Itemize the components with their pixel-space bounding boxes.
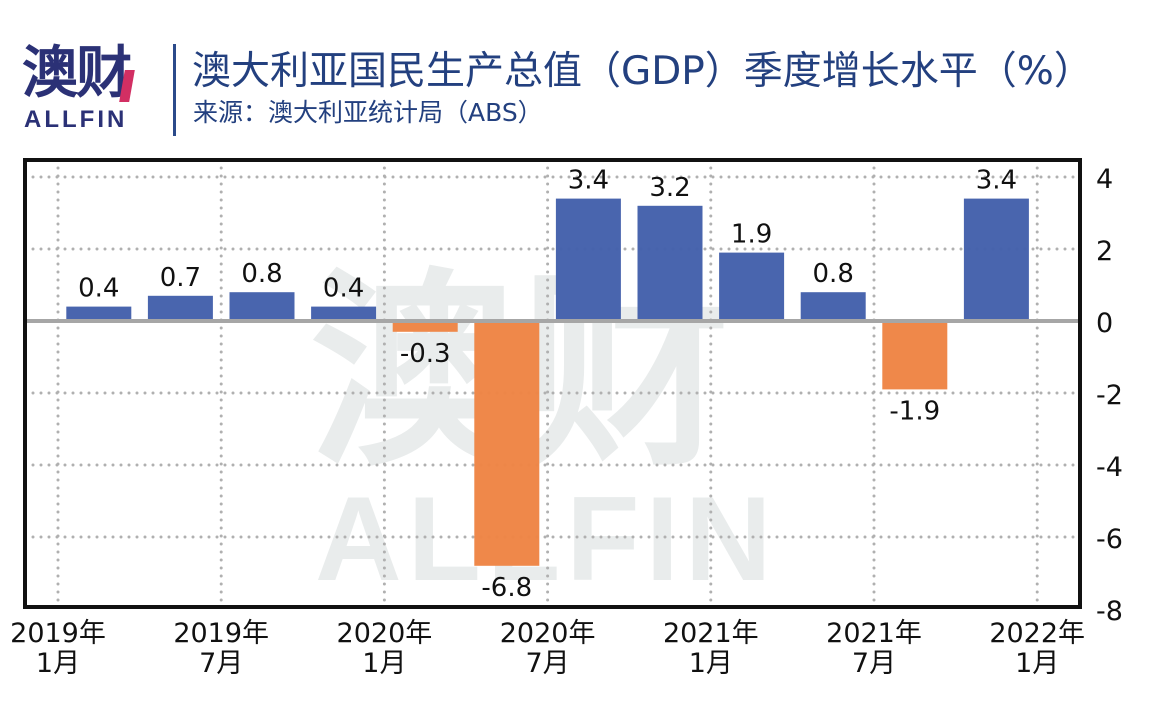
data-labels: 0.4 0.7 0.8 0.4 -0.3 -6.8 3.4 3.2 1.9 0.8 -1.9 3.4 bbox=[78, 166, 1017, 603]
y-tick-label: -6 bbox=[1096, 524, 1123, 555]
y-axis-ticks: 4 2 0 -2 -4 -6 -8 bbox=[1096, 164, 1123, 627]
x-tick-label-month: 7月 bbox=[526, 648, 570, 679]
bar-2020Q1 bbox=[392, 321, 458, 332]
x-tick-label-year: 2021年 bbox=[826, 618, 922, 649]
x-tick-label-month: 7月 bbox=[852, 648, 896, 679]
bar-2019Q4 bbox=[311, 306, 377, 321]
bar-2020Q2 bbox=[474, 321, 540, 566]
header-divider bbox=[173, 44, 176, 136]
x-tick-label-month: 1月 bbox=[689, 648, 733, 679]
bar-2021Q1 bbox=[719, 252, 785, 321]
plot-frame bbox=[23, 158, 1082, 609]
bar-2021Q3 bbox=[882, 321, 948, 390]
bar-2020Q4 bbox=[637, 205, 703, 321]
data-label: 0.7 bbox=[160, 263, 201, 293]
bar-2019Q1 bbox=[66, 306, 132, 321]
data-label: 0.4 bbox=[323, 274, 364, 304]
y-tick-label: 2 bbox=[1096, 236, 1113, 267]
bar-2020Q3 bbox=[555, 198, 621, 321]
x-tick-label-year: 2020年 bbox=[337, 618, 433, 649]
data-label: -1.9 bbox=[889, 396, 940, 426]
bar-2019Q2 bbox=[147, 295, 213, 321]
data-label: -6.8 bbox=[481, 573, 532, 603]
bar-2021Q2 bbox=[800, 292, 866, 321]
bar-2021Q4 bbox=[963, 198, 1029, 321]
x-tick-label-year: 2019年 bbox=[173, 618, 269, 649]
x-tick-label-year: 2021年 bbox=[663, 618, 759, 649]
y-tick-label: -4 bbox=[1096, 452, 1123, 483]
chart-title: 澳大利亚国民生产总值（GDP）季度增长水平（%） bbox=[192, 49, 1093, 94]
x-tick-label-year: 2019年 bbox=[10, 618, 106, 649]
gridlines bbox=[23, 158, 1082, 609]
watermark-en: ALLFIN bbox=[315, 472, 778, 606]
x-tick-label-year: 2020年 bbox=[500, 618, 596, 649]
bar-2019Q3 bbox=[229, 292, 295, 321]
x-axis-ticks: 2019年1月2019年7月2020年1月2020年7月2021年1月2021年… bbox=[10, 618, 1085, 679]
allfin-logo: 澳财 ALLFIN bbox=[22, 42, 152, 134]
x-tick-label-month: 1月 bbox=[36, 648, 80, 679]
data-label: 3.4 bbox=[568, 166, 609, 196]
data-label: 3.2 bbox=[649, 173, 690, 203]
y-tick-label: -8 bbox=[1096, 596, 1123, 627]
data-label: 0.4 bbox=[78, 274, 119, 304]
y-tick-label: -2 bbox=[1096, 380, 1123, 411]
x-tick-label-month: 7月 bbox=[199, 648, 243, 679]
watermark: 澳财 ALLFIN bbox=[310, 255, 778, 606]
x-tick-label-month: 1月 bbox=[362, 648, 406, 679]
x-tick-label-year: 2022年 bbox=[989, 618, 1085, 649]
logo-chinese-text: 澳财 bbox=[22, 41, 132, 106]
bars bbox=[66, 198, 1029, 566]
chart-source: 来源：澳大利亚统计局（ABS） bbox=[193, 98, 543, 127]
x-tick-label-month: 1月 bbox=[1015, 648, 1059, 679]
data-label: -0.3 bbox=[400, 339, 451, 369]
data-label: 3.4 bbox=[976, 166, 1017, 196]
data-label: 0.8 bbox=[813, 259, 854, 289]
data-label: 1.9 bbox=[731, 220, 772, 250]
y-tick-label: 0 bbox=[1096, 308, 1113, 339]
data-label: 0.8 bbox=[241, 259, 282, 289]
y-tick-label: 4 bbox=[1096, 164, 1113, 195]
logo-english-text: ALLFIN bbox=[24, 106, 128, 133]
